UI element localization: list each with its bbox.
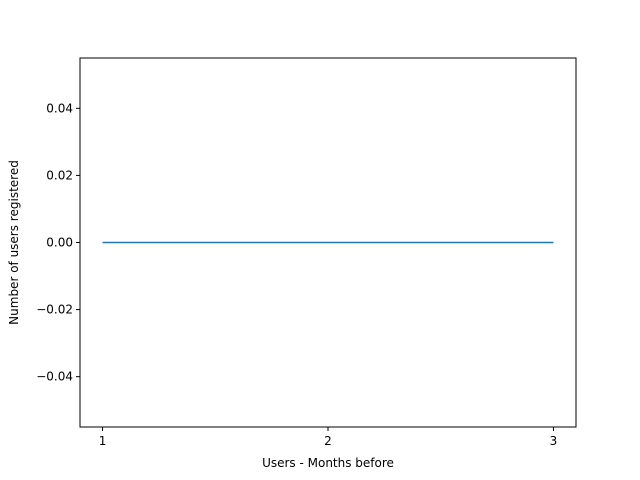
x-tick-label: 3 xyxy=(550,434,558,448)
y-tick-label: 0.02 xyxy=(46,168,73,182)
y-tick-label: 0.04 xyxy=(46,101,73,115)
y-tick-label: 0.00 xyxy=(46,236,73,250)
x-axis-label: Users - Months before xyxy=(262,456,394,470)
plot-frame xyxy=(79,57,577,428)
y-axis-label: Number of users registered xyxy=(7,160,21,325)
y-tick-label: −0.04 xyxy=(36,370,73,384)
y-tick-label: −0.02 xyxy=(36,303,73,317)
x-tick-label: 2 xyxy=(324,434,332,448)
ticks-layer: 1 2 3 −0.04 −0.02 0.00 0.02 0.04 xyxy=(36,101,557,448)
x-tick-label: 1 xyxy=(99,434,107,448)
